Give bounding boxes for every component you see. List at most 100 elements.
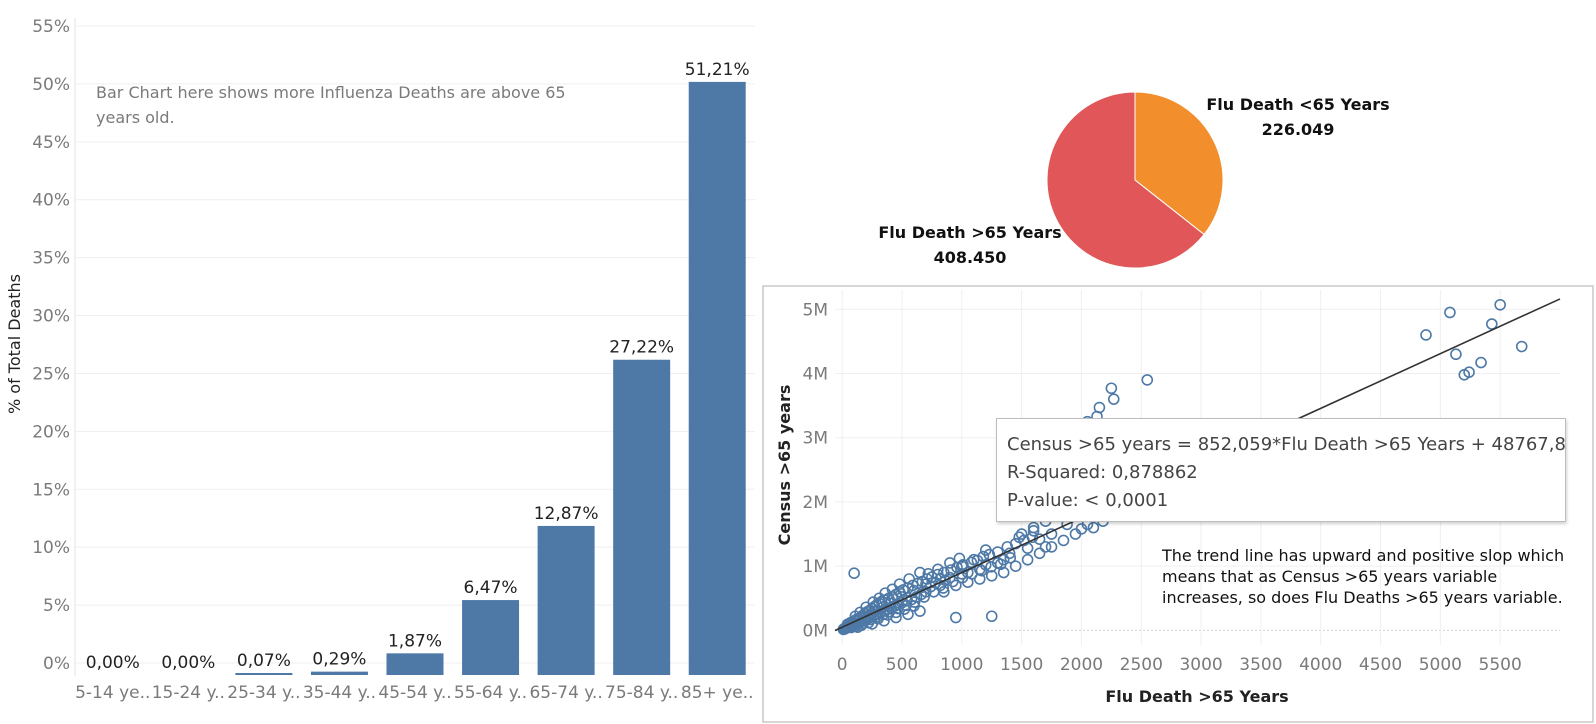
bar-value-label: 0,29% xyxy=(312,650,366,670)
bar-y-tick-label: 20% xyxy=(32,422,70,442)
bar-annotation-line: years old. xyxy=(96,108,175,127)
bar-x-tick-label: 65-74 y.. xyxy=(529,683,602,703)
scatter-y-tick-label: 2M xyxy=(803,493,828,513)
scatter-x-tick-label: 0 xyxy=(837,655,848,675)
scatter-x-tick-label: 3000 xyxy=(1179,655,1222,675)
scatter-point xyxy=(985,610,998,623)
scatter-point xyxy=(1141,374,1154,386)
trend-note: The trend line has upward and positive s… xyxy=(1162,546,1565,607)
scatter-point xyxy=(848,567,860,580)
scatter-point xyxy=(1486,318,1498,330)
scatter-point xyxy=(956,560,968,572)
bar-annotation-line: Bar Chart here shows more Influenza Deat… xyxy=(96,83,566,102)
bar-5 xyxy=(462,600,520,675)
scatter-point xyxy=(1494,298,1506,311)
bar-value-label: 0,00% xyxy=(86,653,140,673)
pie-label-under-65-value: 226.049 xyxy=(1262,120,1335,139)
bar-y-tick-label: 15% xyxy=(32,480,70,500)
scatter-point xyxy=(975,564,988,577)
scatter-point xyxy=(1105,382,1118,395)
scatter-x-axis-title: Flu Death >65 Years xyxy=(1105,687,1288,706)
bar-2 xyxy=(235,673,293,675)
scatter-y-tick-label: 3M xyxy=(803,429,828,449)
scatter-x-tick-label: 5500 xyxy=(1479,655,1522,675)
scatter-x-tick-label: 1500 xyxy=(1000,655,1043,675)
bar-x-tick-label: 25-34 y.. xyxy=(227,683,300,703)
pie-slice-0 xyxy=(1134,91,1224,236)
scatter-point xyxy=(878,614,890,627)
scatter-point xyxy=(1009,560,1022,572)
scatter-point xyxy=(1004,551,1017,564)
scatter-point xyxy=(979,544,992,556)
scatter-x-tick-label: 2500 xyxy=(1120,655,1163,675)
scatter-point xyxy=(994,558,1007,571)
bar-x-tick-label: 5-14 ye.. xyxy=(75,683,150,703)
pie-label-over-65-value: 408.450 xyxy=(934,248,1007,267)
bar-value-label: 6,47% xyxy=(464,578,518,598)
trend-equation: Census >65 years = 852,059*Flu Death >65… xyxy=(1007,434,1566,455)
bar-value-label: 1,87% xyxy=(388,631,442,651)
scatter-point xyxy=(985,569,998,582)
scatter-point xyxy=(927,586,940,598)
scatter-x-tick-label: 3500 xyxy=(1239,655,1282,675)
bar-value-label: 0,00% xyxy=(161,653,215,673)
scatter-point xyxy=(1021,553,1034,566)
scatter-point xyxy=(903,573,915,585)
scatter-point xyxy=(865,607,877,620)
scatter-y-tick-label: 4M xyxy=(803,364,828,384)
scatter-y-axis-title: Census >65 years xyxy=(775,385,794,546)
bar-y-tick-label: 5% xyxy=(43,596,70,616)
scatter-point xyxy=(977,550,990,563)
bar-x-tick-label: 45-54 y.. xyxy=(378,683,451,703)
bar-8 xyxy=(688,81,746,676)
scatter-point xyxy=(1087,521,1100,534)
bar-y-tick-label: 30% xyxy=(32,307,70,327)
scatter-point xyxy=(944,557,956,569)
bar-x-tick-label: 55-64 y.. xyxy=(454,683,527,703)
scatter-y-tick-label: 5M xyxy=(803,300,828,320)
scatter-point xyxy=(973,573,986,585)
pie-slices xyxy=(1046,91,1224,269)
bar-x-ticks: 5-14 ye.. 15-24 y.. 25-34 y.. 35-44 y.. 45-5… xyxy=(75,683,753,703)
bar-y-tick-label: 25% xyxy=(32,364,70,384)
bar-data-labels: 0,00% 0,00% 0,07% 0,29% 1,87% 6,47% 12,87% 27,2… xyxy=(86,60,750,673)
bar-value-label: 27,22% xyxy=(609,338,674,358)
scatter-point xyxy=(877,608,890,621)
bar-6 xyxy=(537,525,595,675)
scatter-x-tick-label: 2000 xyxy=(1060,655,1103,675)
scatter-point xyxy=(938,566,950,579)
bar-value-label: 12,87% xyxy=(534,504,599,524)
bar-y-tick-label: 0% xyxy=(43,654,70,674)
bar-x-tick-label: 75-84 y.. xyxy=(605,683,678,703)
trend-r-squared: R-Squared: 0,878862 xyxy=(1007,462,1198,483)
scatter-x-tick-label: 4000 xyxy=(1299,655,1342,675)
scatter-point xyxy=(1475,356,1487,369)
bar-3 xyxy=(310,671,368,675)
scatter-point xyxy=(1015,528,1028,540)
scatter-point xyxy=(918,591,930,603)
scatter-point xyxy=(914,605,926,617)
bar-4 xyxy=(386,653,444,675)
scatter-point xyxy=(1039,541,1052,553)
bar-y-ticks: 0% 5% 10% 15% 20% 25% 30% 35% 40% 45% 50% 55% xyxy=(32,17,70,674)
scatter-x-tick-label: 4500 xyxy=(1359,655,1402,675)
bar-y-tick-label: 40% xyxy=(32,191,70,211)
scatter-point xyxy=(1045,541,1058,553)
scatter-point xyxy=(908,596,921,608)
scatter-point xyxy=(932,563,944,576)
bar-y-tick-label: 55% xyxy=(32,17,70,37)
scatter-point xyxy=(908,584,920,597)
scatter-point xyxy=(1069,528,1082,540)
bar-7 xyxy=(613,359,671,675)
bar-annotation: Bar Chart here shows more Influenza Deat… xyxy=(96,83,566,127)
bar-value-label: 51,21% xyxy=(685,60,750,80)
scatter-point xyxy=(926,571,938,583)
bar-bars xyxy=(235,81,746,676)
scatter-point xyxy=(937,582,950,594)
bar-y-tick-label: 45% xyxy=(32,133,70,153)
scatter-x-tick-label: 5000 xyxy=(1419,655,1462,675)
scatter-point xyxy=(1033,547,1046,560)
scatter-point xyxy=(1450,348,1462,361)
trend-p-value: P-value: < 0,0001 xyxy=(1007,490,1169,511)
